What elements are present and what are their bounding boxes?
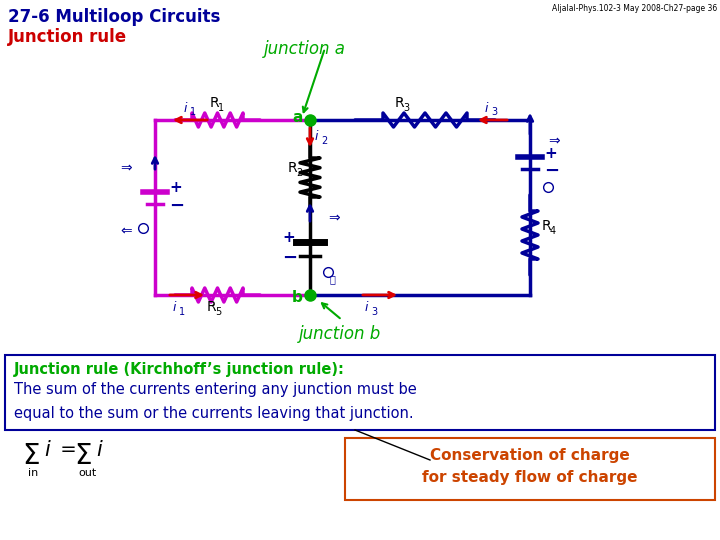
- Text: 3: 3: [371, 307, 377, 317]
- Text: −: −: [544, 162, 559, 180]
- Text: Junction rule (Kirchhoff’s junction rule):: Junction rule (Kirchhoff’s junction rule…: [14, 362, 345, 377]
- Text: i: i: [315, 130, 318, 143]
- Text: +: +: [169, 180, 181, 195]
- Text: R: R: [542, 219, 552, 233]
- Text: junction a: junction a: [264, 40, 346, 58]
- Text: +: +: [544, 145, 557, 160]
- Text: $\Sigma$: $\Sigma$: [74, 442, 91, 470]
- Text: b: b: [292, 289, 303, 305]
- Text: R: R: [210, 96, 220, 110]
- Text: 2: 2: [321, 136, 328, 146]
- Text: R: R: [288, 161, 297, 175]
- Text: 5: 5: [215, 307, 221, 317]
- Text: +: +: [282, 231, 294, 246]
- Text: ⇒: ⇒: [120, 161, 132, 175]
- Text: i: i: [96, 440, 102, 460]
- Text: ⇒: ⇒: [328, 211, 340, 225]
- Text: 4: 4: [550, 226, 556, 236]
- Text: The sum of the currents entering any junction must be: The sum of the currents entering any jun…: [14, 382, 417, 397]
- Text: ⇒: ⇒: [548, 134, 559, 148]
- Bar: [5, 355, 715, 430]
- Text: Conservation of charge: Conservation of charge: [430, 448, 630, 463]
- Text: −: −: [169, 197, 184, 215]
- Text: for steady flow of charge: for steady flow of charge: [422, 470, 638, 485]
- Text: =: =: [54, 440, 83, 459]
- Text: R: R: [207, 300, 217, 314]
- Text: 1: 1: [179, 307, 185, 317]
- Text: −: −: [282, 249, 297, 267]
- Text: 3: 3: [491, 107, 497, 117]
- Text: i: i: [485, 102, 488, 115]
- Text: a: a: [292, 111, 302, 125]
- Text: 3: 3: [403, 103, 409, 113]
- Text: R: R: [395, 96, 405, 110]
- Text: i: i: [184, 102, 186, 115]
- Text: 2: 2: [296, 168, 302, 178]
- Text: 1: 1: [190, 107, 196, 117]
- Text: i: i: [44, 440, 50, 460]
- Text: i: i: [173, 301, 176, 314]
- Text: junction b: junction b: [299, 325, 381, 343]
- Text: 1: 1: [218, 103, 224, 113]
- Bar: [345, 438, 715, 500]
- Text: Junction rule: Junction rule: [8, 28, 127, 46]
- Text: in: in: [28, 468, 38, 478]
- Text: Aljalal-Phys.102-3 May 2008-Ch27-page 36: Aljalal-Phys.102-3 May 2008-Ch27-page 36: [552, 4, 717, 13]
- Text: 27-6 Multiloop Circuits: 27-6 Multiloop Circuits: [8, 8, 220, 26]
- Text: Ⓑ: Ⓑ: [330, 274, 336, 284]
- Text: $\Sigma$: $\Sigma$: [22, 442, 40, 470]
- Text: equal to the sum or the currents leaving that junction.: equal to the sum or the currents leaving…: [14, 406, 413, 421]
- Text: i: i: [365, 301, 369, 314]
- Text: out: out: [78, 468, 96, 478]
- Text: ⇐: ⇐: [120, 224, 132, 238]
